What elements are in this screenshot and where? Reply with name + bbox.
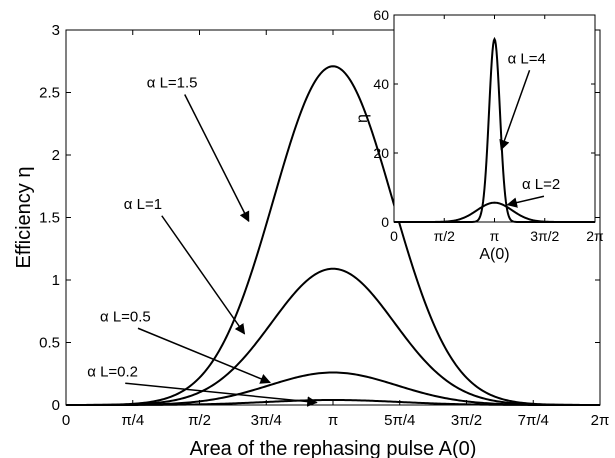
y-tick-label: 2 — [52, 147, 60, 164]
y-axis-label: η — [354, 114, 371, 123]
x-tick-label: 2π — [586, 228, 604, 244]
y-tick-label: 3 — [52, 22, 60, 39]
x-tick-label: π — [328, 412, 338, 429]
series-annotation-label: α L=1 — [124, 196, 162, 213]
x-tick-label: 3π/2 — [451, 412, 482, 429]
y-tick-label: 40 — [373, 76, 389, 92]
series-annotation-label: α L=4 — [508, 50, 546, 67]
annotation-arrow — [184, 94, 250, 223]
y-tick-label: 20 — [373, 145, 389, 161]
plot-frame — [393, 14, 596, 223]
annotation-arrow — [137, 327, 271, 384]
x-tick-label: 3π/2 — [530, 228, 559, 244]
x-tick-label: 0 — [62, 412, 70, 429]
x-tick-label: π — [490, 228, 500, 244]
x-axis-label: Area of the rephasing pulse A(0) — [190, 438, 477, 458]
y-tick-label: 1 — [52, 272, 60, 289]
x-tick-label: 2π — [591, 412, 610, 429]
y-tick-label: 60 — [373, 7, 389, 23]
y-tick-label: 0.5 — [39, 335, 60, 352]
y-axis-label: Efficiency η — [13, 167, 35, 269]
series-annotation-label: α L=0.2 — [87, 363, 138, 380]
y-tick-label: 2.5 — [39, 85, 60, 102]
series-line-3 — [66, 267, 600, 406]
series-line-2 — [66, 371, 600, 406]
x-tick-label: 5π/4 — [384, 412, 415, 429]
annotation-arrow — [506, 195, 545, 208]
series-line-2 — [394, 201, 595, 223]
x-axis-label: A(0) — [479, 246, 509, 263]
y-tick-label: 0 — [381, 214, 389, 230]
annotation-arrow — [161, 215, 246, 335]
inset-chart: 0 π/2 π 3π/2 2π 0 20 40 60 A(0) η α L=4 α L=2 — [354, 7, 604, 263]
series-annotation-label: α L=0.5 — [100, 308, 151, 325]
y-tick-label: 0 — [52, 397, 60, 414]
series-annotation-label: α L=2 — [522, 176, 560, 193]
x-tick-label: 3π/4 — [251, 412, 282, 429]
annotation-arrow — [125, 382, 318, 407]
x-tick-label: π/2 — [434, 228, 456, 244]
y-tick-label: 1.5 — [39, 210, 60, 227]
x-tick-label: 0 — [390, 228, 398, 244]
series-line-4 — [65, 65, 601, 406]
x-tick-label: 7π/4 — [518, 412, 549, 429]
x-tick-label: π/2 — [188, 412, 211, 429]
series-annotation-label: α L=1.5 — [147, 75, 198, 92]
x-tick-label: π/4 — [121, 412, 144, 429]
annotation-arrow — [499, 70, 531, 151]
